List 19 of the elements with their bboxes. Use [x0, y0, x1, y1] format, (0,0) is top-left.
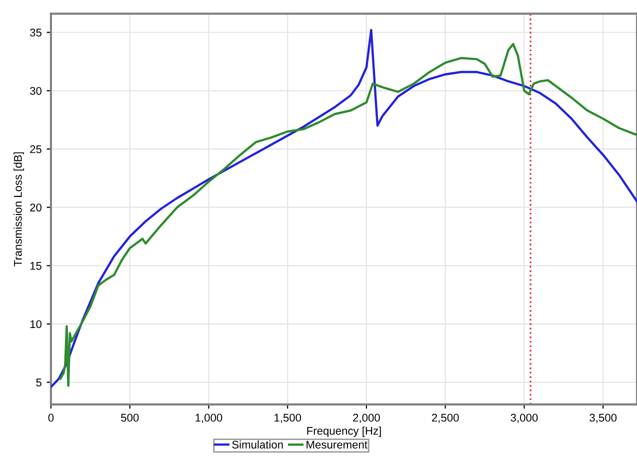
- legend-label: Simulation: [232, 440, 283, 449]
- y-tick-label: 35: [30, 28, 42, 37]
- y-axis-title: Transmission Loss [dB]: [14, 152, 24, 266]
- x-axis-title: Frequency [Hz]: [307, 426, 381, 437]
- x-tick-label: 1,500: [274, 414, 302, 423]
- y-tick-label: 20: [30, 204, 42, 212]
- x-tick-label: 3,500: [590, 414, 617, 423]
- x-tick-label: 2,000: [353, 414, 380, 423]
- y-tick-label: 25: [30, 145, 42, 154]
- legend-label: Mesurement: [306, 440, 368, 449]
- x-tick-label: 0: [48, 414, 54, 422]
- x-tick-label: 500: [121, 414, 139, 422]
- y-tick-label: 15: [30, 262, 42, 270]
- y-tick-label: 10: [30, 320, 42, 328]
- x-tick-label: 2,500: [432, 414, 459, 423]
- y-tick-label: 30: [30, 86, 42, 95]
- x-tick-label: 3,000: [510, 414, 538, 423]
- y-tick-label: 5: [36, 378, 42, 386]
- x-tick-label: 1,000: [196, 414, 222, 423]
